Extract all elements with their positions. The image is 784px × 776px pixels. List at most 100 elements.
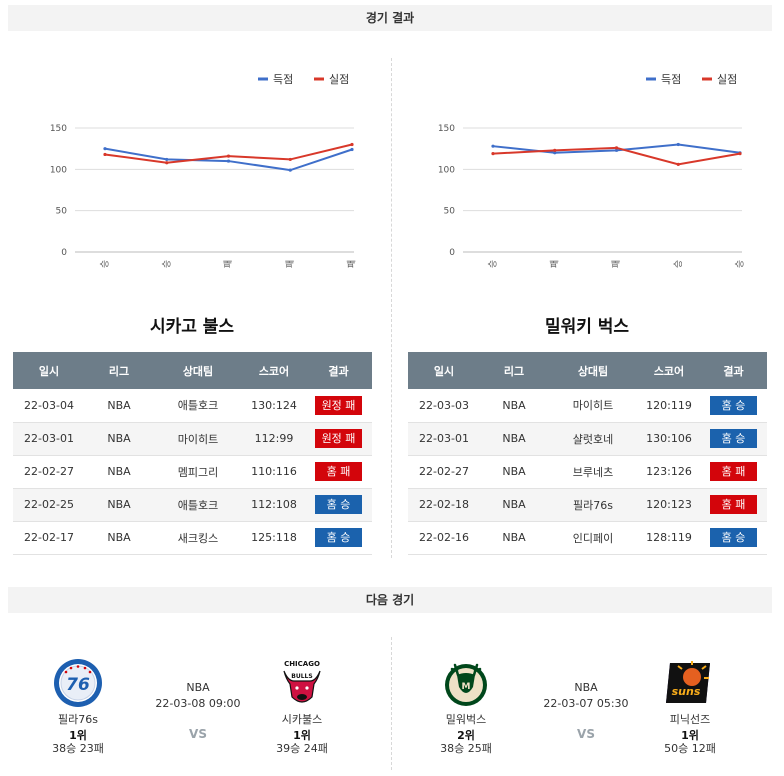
- cell-league: NBA: [85, 389, 153, 423]
- cell-opponent: 필라76s: [548, 488, 638, 522]
- away-team-rank: 1위: [293, 729, 311, 742]
- table-header-row: 일시 리그 상대팀 스코어 결과: [13, 352, 372, 389]
- cell-date: 22-02-16: [408, 521, 480, 555]
- cell-result: 홈 승: [700, 521, 767, 555]
- cell-date: 22-03-04: [13, 389, 85, 423]
- cell-score: 125:118: [243, 521, 305, 555]
- col-score-header: 스코어: [243, 352, 305, 389]
- away-team-name: 피닉선즈: [669, 713, 711, 726]
- x-tick-label: 패: [347, 260, 358, 268]
- data-point: [614, 148, 619, 152]
- x-tick-label: 승: [735, 260, 746, 268]
- data-point: [350, 147, 354, 152]
- cell-league: NBA: [480, 455, 548, 489]
- cell-opponent: 애틀호크: [153, 488, 243, 522]
- col-date-header: 일시: [408, 352, 480, 389]
- cell-league: NBA: [85, 422, 153, 456]
- svg-text:suns: suns: [672, 685, 701, 698]
- next-match-card[interactable]: M 밀워벅스 2위 38승 25패 NBA 22-03-07 05:30 VS …: [396, 640, 776, 770]
- y-tick-label: 100: [50, 165, 67, 175]
- table-row: 22-02-25 NBA 애틀호크 112:108 홈 승: [13, 488, 372, 522]
- cell-score: 112:108: [243, 488, 305, 522]
- cell-opponent: 애틀호크: [153, 389, 243, 423]
- cell-result: 원정 패: [305, 389, 372, 423]
- cell-result: 홈 패: [700, 455, 767, 489]
- next-match-card[interactable]: 76 필라76s 1위 38승 23패 NBA 22-03-08 09:00 V…: [8, 640, 388, 770]
- cell-score: 130:106: [638, 422, 700, 456]
- cell-league: NBA: [480, 422, 548, 456]
- data-point: [288, 168, 292, 172]
- 76ers-logo-icon: 76: [52, 657, 104, 709]
- col-score-header: 스코어: [638, 352, 700, 389]
- results-section-header: 경기 결과: [8, 5, 772, 31]
- cell-opponent: 멤피그리: [153, 455, 243, 489]
- cell-league: NBA: [480, 488, 548, 522]
- cell-league: NBA: [480, 389, 548, 423]
- cell-league: NBA: [480, 521, 548, 555]
- right-team-title: 밀워키 벅스: [544, 317, 630, 337]
- cell-league: NBA: [85, 488, 153, 522]
- y-tick-label: 100: [438, 165, 455, 175]
- away-team-rank: 1위: [681, 729, 699, 742]
- x-tick-label: 패: [611, 260, 622, 268]
- match-datetime: 22-03-08 09:00: [155, 697, 241, 710]
- win-badge: 홈 승: [710, 395, 757, 415]
- table-row: 22-03-01 NBA 샬럿호네 130:106 홈 승: [408, 422, 767, 456]
- data-point: [165, 157, 169, 162]
- cell-league: NBA: [85, 455, 153, 489]
- cell-date: 22-02-27: [408, 455, 480, 489]
- loss-badge: 원정 패: [315, 395, 362, 415]
- x-tick-label: 승: [488, 260, 499, 268]
- win-badge: 홈 승: [315, 528, 362, 547]
- match-datetime: 22-03-07 05:30: [543, 697, 629, 710]
- x-tick-label: 패: [549, 260, 560, 268]
- cell-score: 130:124: [243, 389, 305, 423]
- cell-opponent: 브루네츠: [548, 455, 638, 489]
- y-tick-label: 50: [56, 207, 68, 217]
- data-point: [226, 154, 231, 158]
- data-point: [491, 152, 495, 156]
- cell-opponent: 인디페이: [548, 521, 638, 555]
- data-point: [738, 152, 742, 156]
- cell-date: 22-02-17: [13, 521, 85, 555]
- legend-label: 득점: [661, 73, 681, 86]
- svg-text:CHICAGO: CHICAGO: [284, 660, 320, 668]
- data-point: [553, 151, 557, 155]
- cell-result: 홈 승: [700, 422, 767, 456]
- win-badge: 홈 승: [315, 495, 362, 514]
- bulls-logo-icon: CHICAGO BULLS: [276, 657, 328, 709]
- table-row: 22-02-27 NBA 브루네츠 123:126 홈 패: [408, 455, 767, 489]
- loss-badge: 홈 패: [710, 462, 757, 481]
- data-point: [614, 146, 619, 150]
- cell-opponent: 마이히트: [548, 389, 638, 423]
- col-opponent-header: 상대팀: [153, 352, 243, 389]
- left-team-title: 시카고 불스: [149, 317, 235, 337]
- x-tick-label: 승: [673, 260, 684, 268]
- col-date-header: 일시: [13, 352, 85, 389]
- bucks-logo-icon: M: [440, 657, 492, 709]
- cell-opponent: 샬럿호네: [548, 422, 638, 456]
- away-team-record: 50승 12패: [664, 742, 716, 755]
- legend-label: 득점: [273, 73, 293, 86]
- table-row: 22-03-04 NBA 애틀호크 130:124 원정 패: [13, 389, 372, 423]
- data-point: [288, 157, 292, 162]
- table-row: 22-03-01 NBA 마이히트 112:99 원정 패: [13, 422, 372, 456]
- y-tick-label: 0: [61, 248, 67, 258]
- line-chart: 득점 실점 0 50 100 150 승 패 패 승 승: [438, 73, 746, 268]
- cell-result: 홈 패: [700, 488, 767, 522]
- data-point: [350, 142, 354, 147]
- loss-badge: 원정 패: [315, 429, 362, 448]
- cell-score: 120:119: [638, 389, 700, 423]
- data-point: [226, 159, 231, 163]
- cell-opponent: 새크킹스: [153, 521, 243, 555]
- data-point: [103, 147, 107, 151]
- left-team-results-table: 일시 리그 상대팀 스코어 결과 22-03-04 NBA 애틀호크 130:124 원…: [13, 352, 372, 555]
- cell-opponent: 마이히트: [153, 422, 243, 456]
- col-result-header: 결과: [700, 352, 767, 389]
- y-tick-label: 0: [449, 248, 455, 258]
- data-point: [553, 148, 557, 152]
- next-game-section-header: 다음 경기: [8, 587, 772, 613]
- x-tick-label: 승: [100, 260, 111, 268]
- cell-league: NBA: [85, 521, 153, 555]
- cell-result: 홈 패: [305, 455, 372, 489]
